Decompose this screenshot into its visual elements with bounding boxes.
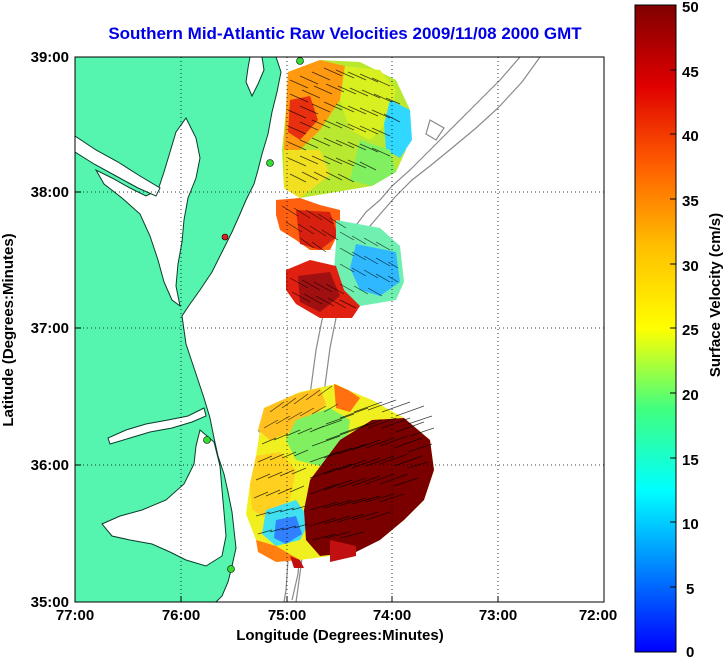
colorbar-tick-label: 10 (682, 516, 699, 533)
radar-site-marker (203, 436, 211, 444)
plot-border (74, 56, 605, 603)
colorbar-tick-label: 40 (682, 128, 699, 145)
delaware-bay (245, 57, 265, 98)
x-tick-label: 75:00 (268, 607, 306, 624)
colorbar-tick-label: 0 (686, 644, 694, 659)
y-tick-label: 37:00 (31, 320, 69, 337)
x-tick-label: 73:00 (479, 607, 517, 624)
map-title: Southern Mid-Atlantic Raw Velocities 200… (108, 24, 582, 43)
colorbar-tick-label: 35 (682, 193, 699, 210)
colorbar-tick-label: 45 (682, 64, 699, 81)
x-tick-label: 77:00 (56, 607, 94, 624)
y-tick-label: 38:00 (31, 184, 69, 201)
x-tick-label: 74:00 (373, 607, 411, 624)
colorbar-tick-label: 20 (682, 387, 699, 404)
tick-marks (75, 191, 499, 602)
colorbar: 50 45 40 35 30 25 20 15 10 5 0 Surface V… (634, 0, 724, 659)
colorbar-tick-label: 5 (686, 581, 694, 598)
colorbar-label: Surface Velocity (cm/s) (707, 213, 724, 377)
y-tick-label: 35:00 (31, 594, 69, 611)
albemarle-sound (107, 407, 207, 445)
x-tick-label: 72:00 (579, 607, 617, 624)
y-axis-label: Latitude (Degrees:Minutes) (0, 233, 17, 426)
radar-site-marker (221, 233, 229, 241)
colorbar-tick-label: 50 (682, 0, 699, 16)
x-tick-label: 76:00 (162, 607, 200, 624)
colorbar-gradient (634, 4, 677, 653)
colorbar-tick-label: 25 (682, 322, 699, 339)
grid-lines (75, 57, 604, 602)
colorbar-tick-label: 15 (682, 452, 699, 469)
x-axis-label: Longitude (Degrees:Minutes) (236, 627, 444, 644)
y-tick-label: 36:00 (31, 457, 69, 474)
y-tick-label: 39:00 (31, 49, 69, 66)
velocity-vectors (253, 67, 435, 541)
colorbar-tick-label: 30 (682, 258, 699, 275)
potomac-river (75, 135, 161, 197)
radar-site-marker (227, 565, 235, 573)
radar-site-marker (266, 159, 274, 167)
radar-site-marker (296, 57, 304, 65)
pamlico-sound (101, 429, 227, 567)
